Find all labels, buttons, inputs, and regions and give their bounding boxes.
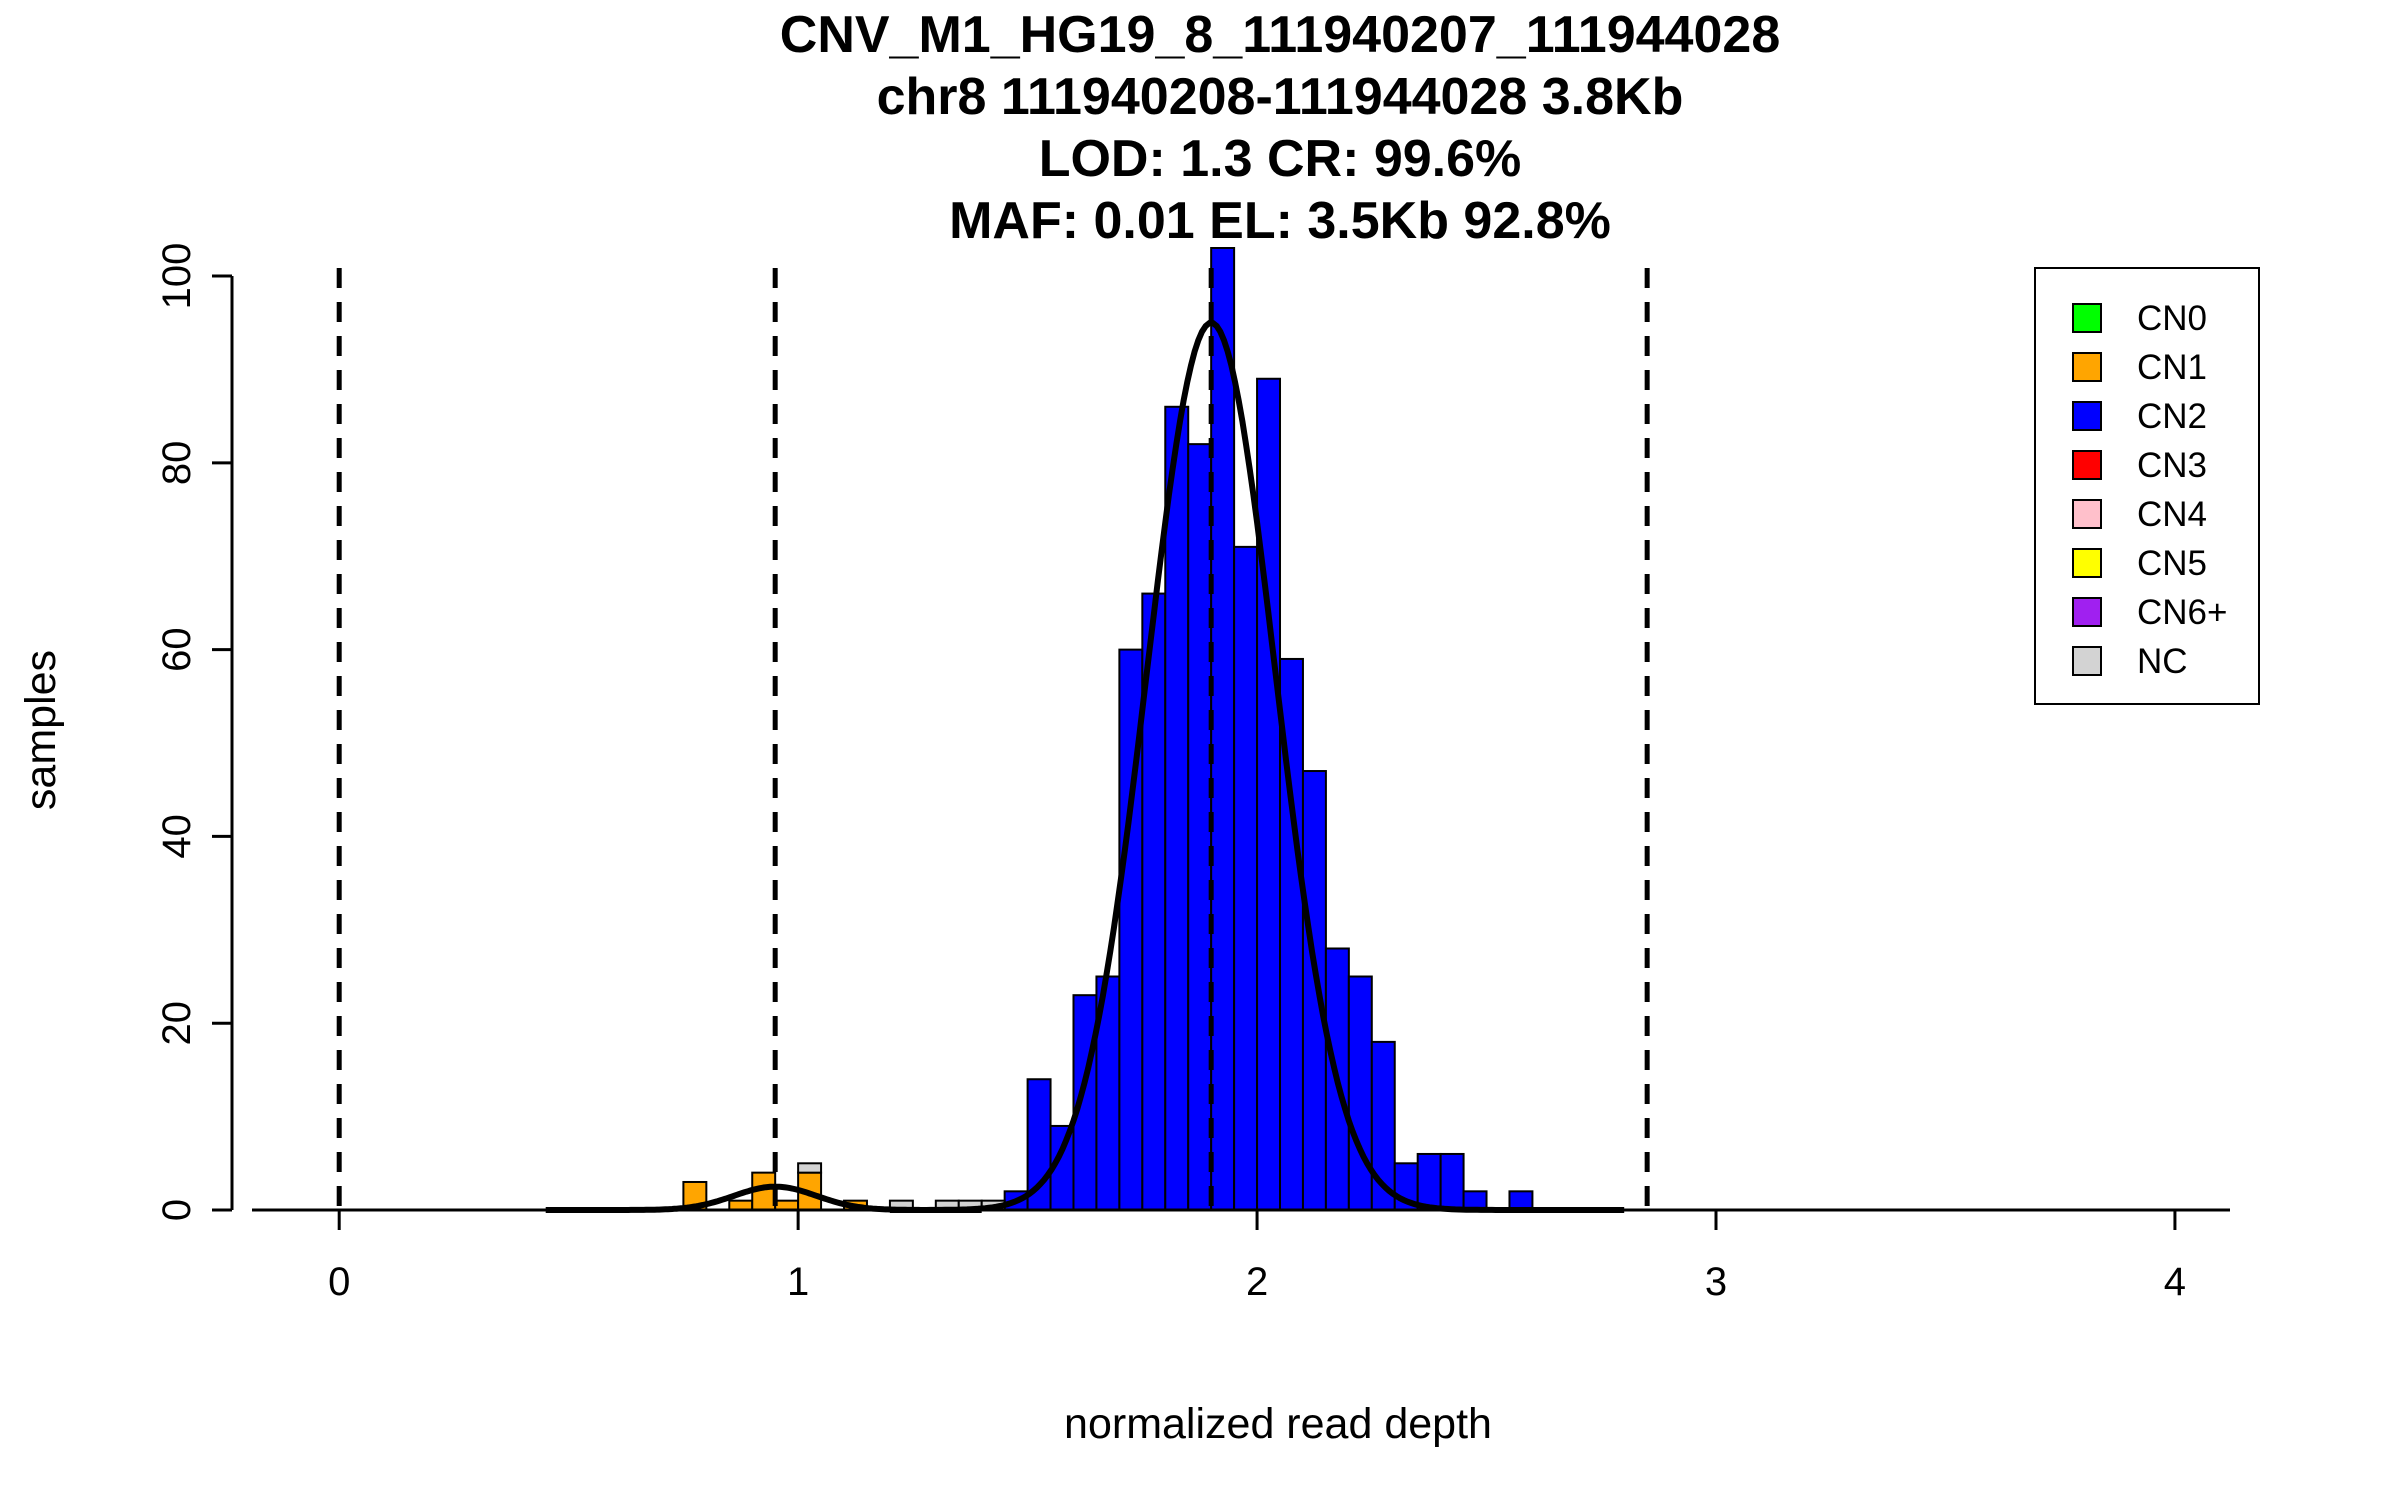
legend: CN0 CN1 CN2 CN3 CN4 CN5 CN6+ NC <box>2034 267 2260 705</box>
bar-cn2 <box>1439 1152 1465 1212</box>
y-tick-label: 0 <box>155 1199 199 1221</box>
chart-title-block: CNV_M1_HG19_8_111940207_111944028 chr8 1… <box>780 6 1780 250</box>
y-axis-title: samples <box>17 650 65 810</box>
x-tick-label: 4 <box>2164 1260 2186 1304</box>
bar-cn2 <box>1187 443 1213 1211</box>
y-tick-label: 40 <box>155 814 199 859</box>
bar-nc <box>797 1162 823 1174</box>
legend-label-cn4: CN4 <box>2137 495 2207 534</box>
copy-number-threshold-lines <box>336 268 1650 1210</box>
y-tick-label: 20 <box>155 1001 199 1046</box>
chart-title-line-4: MAF: 0.01 EL: 3.5Kb 92.8% <box>949 192 1611 250</box>
y-tick-label: 80 <box>155 441 199 486</box>
chart-title-line-1: CNV_M1_HG19_8_111940207_111944028 <box>780 6 1780 64</box>
bar-cn2 <box>1416 1152 1442 1212</box>
x-axis-title: normalized read depth <box>1064 1400 1492 1448</box>
legend-label-cn0: CN0 <box>2137 299 2207 338</box>
fit-curves <box>545 320 1625 1213</box>
legend-swatch-cn5 <box>2072 548 2102 578</box>
chart-title-line-2: chr8 111940208-111944028 3.8Kb <box>877 68 1684 126</box>
legend-swatch-cn4 <box>2072 499 2102 529</box>
legend-swatch-cn1 <box>2072 352 2102 382</box>
x-tick-label: 0 <box>328 1260 350 1304</box>
legend-label-cn6plus: CN6+ <box>2137 593 2227 632</box>
x-tick-label: 1 <box>787 1260 809 1304</box>
legend-label-cn3: CN3 <box>2137 446 2207 485</box>
bar-cn2 <box>1347 975 1373 1212</box>
legend-swatch-cn0 <box>2072 303 2102 333</box>
x-tick-label: 3 <box>1705 1260 1727 1304</box>
bar-cn2 <box>1233 545 1259 1211</box>
legend-label-cn1: CN1 <box>2137 348 2207 387</box>
legend-label-cn5: CN5 <box>2137 544 2207 583</box>
legend-label-cn2: CN2 <box>2137 397 2207 436</box>
legend-swatch-cn2 <box>2072 401 2102 431</box>
y-tick-label: 100 <box>155 243 199 310</box>
bar-cn2 <box>1256 377 1282 1212</box>
legend-swatch-cn6plus <box>2072 597 2102 627</box>
y-tick-label: 60 <box>155 627 199 672</box>
bar-cn2 <box>1210 247 1236 1211</box>
histogram-bars <box>682 247 1534 1212</box>
bar-cn2 <box>1301 770 1327 1211</box>
legend-swatch-cn3 <box>2072 450 2102 480</box>
chart-title-line-3: LOD: 1.3 CR: 99.6% <box>1039 130 1522 188</box>
legend-box <box>2034 267 2260 705</box>
x-tick-label: 2 <box>1246 1260 1268 1304</box>
bar-cn2 <box>1164 405 1190 1212</box>
legend-label-nc: NC <box>2137 642 2188 681</box>
legend-swatch-nc <box>2072 646 2102 676</box>
